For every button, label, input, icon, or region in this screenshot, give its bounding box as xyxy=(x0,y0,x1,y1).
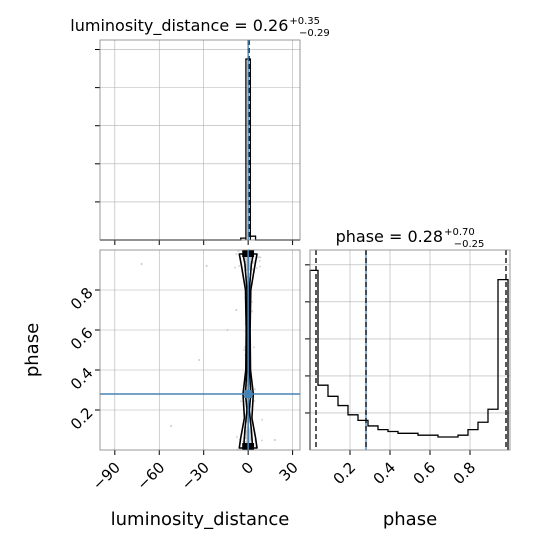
sample-point xyxy=(251,310,254,313)
tick-marks xyxy=(95,289,294,455)
truth-marker xyxy=(244,390,253,398)
panel-background xyxy=(310,250,510,450)
phase-title: phase = 0.28+0.70 −0.25 xyxy=(336,227,485,250)
outlier-point xyxy=(205,265,208,267)
sample-point xyxy=(252,346,255,349)
y-tick-label-phase: 0.8 xyxy=(67,284,97,314)
truth-markers xyxy=(100,250,300,450)
sample-point xyxy=(238,265,241,268)
panel-frame xyxy=(99,39,301,241)
sample-point xyxy=(245,432,248,435)
outlier-point xyxy=(140,263,143,265)
panel-frame xyxy=(99,249,301,451)
sample-point xyxy=(248,430,251,433)
x-tick-label-luminosity-distance: −30 xyxy=(178,458,213,493)
outlier-point xyxy=(170,425,173,427)
quantile-lines xyxy=(247,40,250,240)
tick-marks xyxy=(95,49,294,245)
sample-point xyxy=(235,253,238,256)
gridlines xyxy=(310,250,510,450)
x-axis-label-luminosity-distance: luminosity_distance xyxy=(111,509,290,530)
sample-point xyxy=(259,256,262,259)
sample-point xyxy=(261,418,264,421)
outlier-point xyxy=(226,329,229,331)
x-tick-label-luminosity-distance: −60 xyxy=(133,458,168,493)
sample-point xyxy=(260,439,263,442)
x-tick-label-luminosity-distance: 30 xyxy=(276,458,302,484)
sample-point xyxy=(257,256,260,259)
x-tick-label-phase: 0.8 xyxy=(450,458,480,488)
x-axis-label-phase: phase xyxy=(383,509,437,530)
panel-background xyxy=(100,40,300,240)
luminosity-distance-title: luminosity_distance = 0.26+0.35 −0.29 xyxy=(70,16,329,39)
quantile-lines xyxy=(315,250,507,450)
luminosity-distance-marginal-panel: luminosity_distance = 0.26+0.35 −0.29 xyxy=(70,16,330,245)
y-tick-label-phase: 0.4 xyxy=(67,364,97,394)
sample-point xyxy=(242,348,245,351)
sample-point xyxy=(253,400,256,403)
sample-point xyxy=(235,436,238,439)
sample-point xyxy=(258,259,261,262)
sample-point xyxy=(249,438,252,441)
outlier-point xyxy=(198,359,201,361)
phase-histogram xyxy=(309,269,509,450)
sample-point xyxy=(259,265,262,268)
y-tick-label-phase: 0.2 xyxy=(67,404,97,434)
panel-frame xyxy=(309,249,511,451)
x-tick-label-luminosity-distance: 0 xyxy=(238,458,257,477)
y-tick-label-phase: 0.6 xyxy=(67,324,97,354)
x-tick-label-phase: 0.4 xyxy=(370,458,400,488)
sample-point xyxy=(252,260,255,263)
phase-marginal-panel: phase = 0.28+0.70 −0.25 xyxy=(305,227,511,455)
outlier-point xyxy=(235,309,238,311)
x-tick-label-luminosity-distance: −90 xyxy=(89,458,124,493)
sample-point xyxy=(250,300,253,303)
sample-point xyxy=(237,250,240,253)
sample-point xyxy=(233,266,236,269)
sample-point xyxy=(255,267,258,270)
x-tick-label-phase: 0.2 xyxy=(330,458,360,488)
sample-point xyxy=(253,388,256,391)
x-tick-label-phase: 0.6 xyxy=(410,458,440,488)
outlier-point xyxy=(273,439,276,441)
joint-panel xyxy=(95,249,301,455)
tick-marks xyxy=(305,264,471,455)
panel-background xyxy=(100,250,300,450)
sample-point xyxy=(239,400,242,403)
y-axis-label-phase: phase xyxy=(22,323,43,377)
sample-point xyxy=(245,437,248,440)
